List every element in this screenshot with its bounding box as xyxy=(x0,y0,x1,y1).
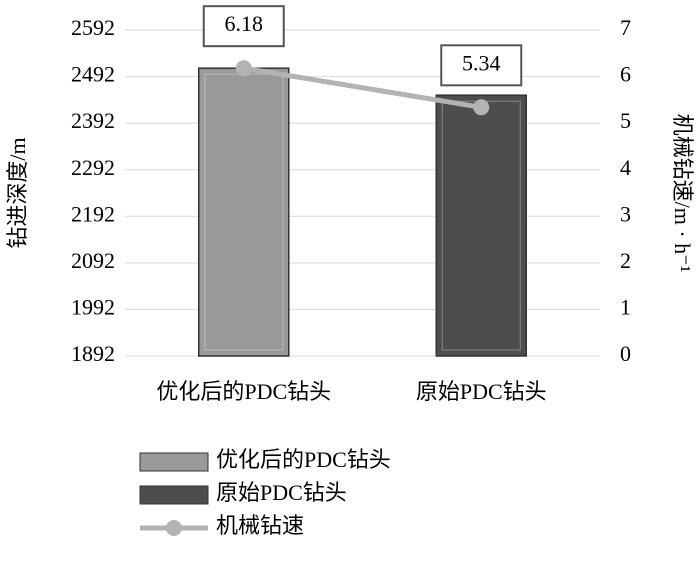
y-tick-label: 2292 xyxy=(71,155,115,180)
y-tick-label: 2392 xyxy=(71,108,115,133)
y2-tick-label: 0 xyxy=(620,341,631,366)
y-tick-label: 2492 xyxy=(71,62,115,87)
y2-tick-label: 1 xyxy=(620,294,631,319)
line-marker xyxy=(473,99,490,116)
y2-tick-label: 5 xyxy=(620,108,631,133)
bar xyxy=(435,94,527,357)
line xyxy=(243,65,482,110)
y2-tick-label: 7 xyxy=(620,15,631,40)
y2-tick-label: 6 xyxy=(620,62,631,87)
bar xyxy=(198,67,290,357)
y2-tick-label: 2 xyxy=(620,248,631,273)
data-label: 5.34 xyxy=(462,50,501,75)
y-axis-label: 钻进深度/m xyxy=(5,137,30,248)
legend-swatch xyxy=(139,485,209,505)
y-tick-label: 1892 xyxy=(71,341,115,366)
legend-label: 优化后的PDC钻头 xyxy=(216,447,391,472)
y2-tick-label: 4 xyxy=(620,155,631,180)
y2-axis-label: 机械钻速/m · h⁻¹ xyxy=(670,114,695,273)
legend-marker xyxy=(166,520,182,536)
data-label-box xyxy=(202,5,285,48)
y-tick-label: 2092 xyxy=(71,248,115,273)
y2-tick-label: 3 xyxy=(620,201,631,226)
x-tick-label: 优化后的PDC钻头 xyxy=(156,379,331,404)
line-marker xyxy=(235,60,252,77)
y-tick-label: 1992 xyxy=(71,294,115,319)
data-label-box xyxy=(440,44,523,87)
y-tick-label: 2192 xyxy=(71,201,115,226)
x-tick-label: 原始PDC钻头 xyxy=(416,379,547,404)
legend-swatch xyxy=(139,452,209,472)
legend-label: 机械钻速 xyxy=(216,513,304,538)
data-label: 6.18 xyxy=(225,11,264,36)
legend-label: 原始PDC钻头 xyxy=(216,480,347,505)
y-tick-label: 2592 xyxy=(71,15,115,40)
